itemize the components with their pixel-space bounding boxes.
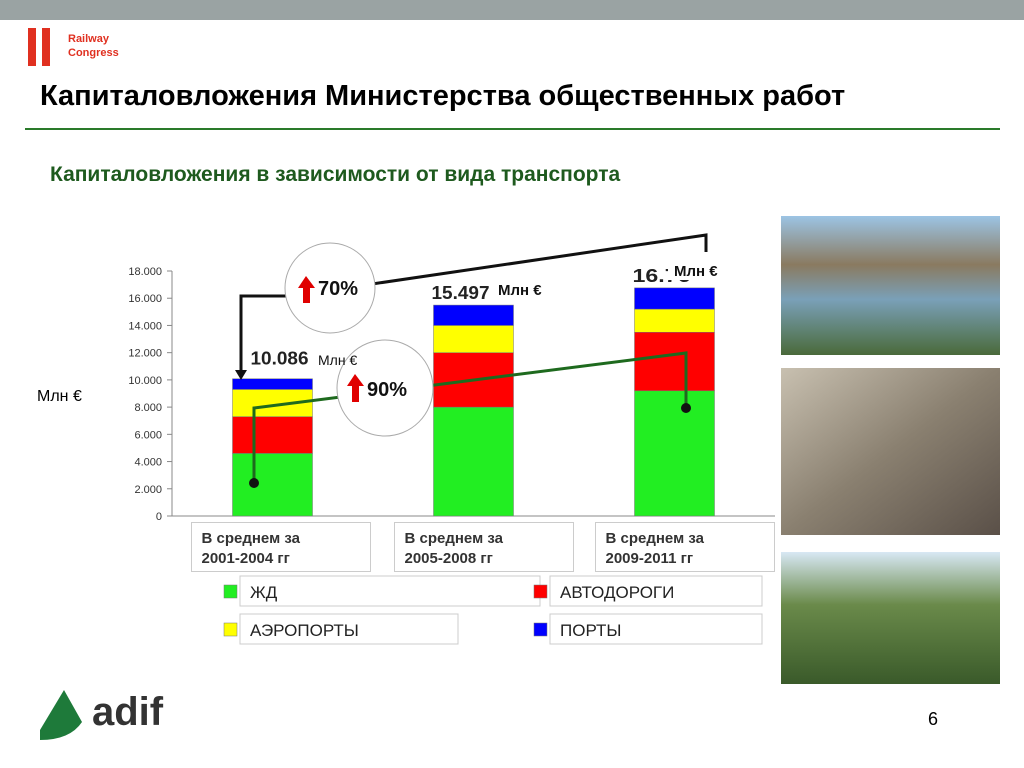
label-box bbox=[668, 258, 743, 280]
bar-segment bbox=[634, 332, 715, 392]
y-tick-label: 4.000 bbox=[134, 457, 162, 469]
legend-swatch bbox=[223, 584, 238, 599]
y-tick-label: 10.000 bbox=[128, 375, 162, 387]
y-tick-label: 12.000 bbox=[128, 348, 162, 360]
logo-mark bbox=[28, 28, 36, 66]
up-arrow bbox=[298, 276, 315, 303]
logo-mark bbox=[42, 28, 50, 66]
unit-label: Млн € bbox=[498, 282, 542, 299]
dot bbox=[681, 403, 691, 413]
legend-box bbox=[239, 613, 459, 645]
total-label: 15.497 bbox=[432, 283, 490, 303]
category-label: В среднем за 2009-2011 гг bbox=[594, 522, 775, 572]
page-number: 6 bbox=[928, 709, 938, 729]
photo bbox=[781, 552, 1000, 684]
legend-swatch bbox=[223, 622, 238, 637]
legend-box bbox=[549, 613, 763, 645]
y-tick-label: 16.000 bbox=[128, 293, 162, 305]
footer-logo: adif bbox=[92, 690, 164, 734]
callout bbox=[284, 242, 376, 334]
photo bbox=[781, 368, 1000, 535]
annotation: 70% bbox=[318, 278, 358, 300]
legend-box bbox=[549, 575, 763, 607]
logo-text: Railway bbox=[68, 33, 110, 45]
y-axis-label: Млн € bbox=[37, 388, 82, 405]
callout bbox=[336, 339, 434, 437]
annotation: 90% bbox=[367, 379, 407, 401]
legend-box bbox=[239, 575, 541, 607]
up-arrow bbox=[347, 374, 364, 402]
dot bbox=[249, 478, 259, 488]
bar-segment bbox=[634, 390, 715, 517]
y-tick-label: 0 bbox=[156, 511, 162, 523]
growth-line bbox=[239, 294, 288, 372]
y-tick-label: 2.000 bbox=[134, 484, 162, 496]
bar-segment bbox=[433, 304, 514, 326]
growth-line bbox=[252, 351, 688, 483]
bar-segment bbox=[634, 308, 715, 333]
y-tick-label: 8.000 bbox=[134, 402, 162, 414]
slide-title: Капиталовложения Министерства общественн… bbox=[40, 80, 845, 112]
bar-segment bbox=[232, 453, 313, 517]
bar-segment bbox=[232, 378, 313, 390]
total-label: 10.086 bbox=[251, 349, 309, 369]
legend-label: АВТОДОРОГИ bbox=[560, 583, 674, 602]
unit-label: Млн € bbox=[318, 352, 357, 368]
bar-segment bbox=[634, 287, 715, 310]
growth-line bbox=[371, 233, 708, 286]
category-label: В среднем за 2005-2008 гг bbox=[393, 522, 574, 572]
category-label: В среднем за 2001-2004 гг bbox=[190, 522, 371, 572]
annotations: 70% 90% Млн € Млн € Млн € bbox=[235, 233, 743, 488]
y-tick-label: 18.000 bbox=[128, 266, 162, 278]
bar-segment bbox=[433, 406, 514, 517]
legend-swatch bbox=[533, 622, 548, 637]
unit-label: Млн € bbox=[674, 263, 718, 280]
y-tick-label: 14.000 bbox=[128, 320, 162, 332]
logo-text: Congress bbox=[68, 47, 119, 59]
arrow-head bbox=[235, 370, 247, 380]
chart-title: Капиталовложения в зависимости от вида т… bbox=[50, 163, 621, 186]
footer-logo-mark bbox=[40, 690, 82, 740]
legend-swatch bbox=[533, 584, 548, 599]
bar-segment bbox=[232, 416, 313, 454]
legend-label: АЭРОПОРТЫ bbox=[250, 621, 359, 640]
bar-segment bbox=[433, 325, 514, 353]
label-box bbox=[493, 277, 563, 299]
top-band bbox=[0, 0, 1024, 20]
photo bbox=[781, 216, 1000, 355]
legend-label: ЖД bbox=[250, 583, 278, 602]
legend-label: ПОРТЫ bbox=[560, 621, 621, 640]
plot: 0 2.000 4.000 6.000 8.000 10.000 12.000 14.000 1… bbox=[128, 266, 775, 645]
y-tick-label: 6.000 bbox=[134, 429, 162, 441]
